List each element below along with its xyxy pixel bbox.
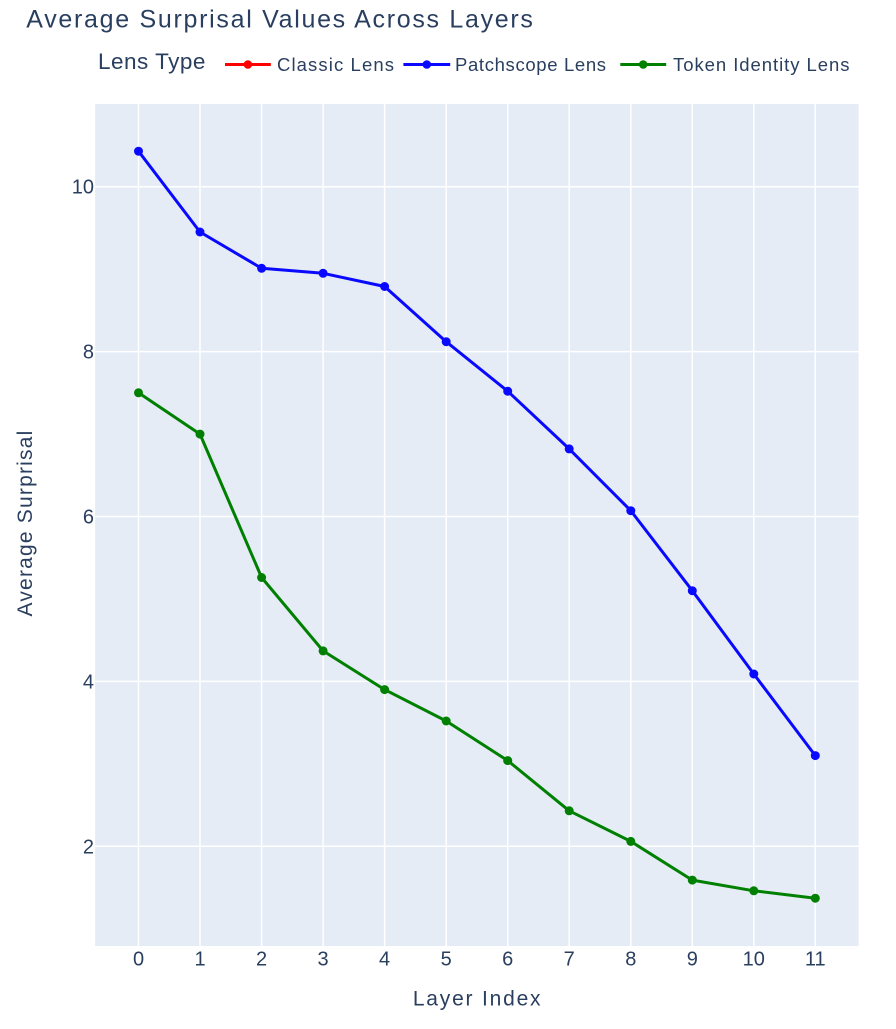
svg-text:6: 6 [502, 949, 513, 971]
svg-text:11: 11 [805, 949, 826, 971]
svg-text:10: 10 [743, 949, 765, 971]
svg-text:2: 2 [83, 836, 94, 858]
svg-text:3: 3 [318, 949, 329, 971]
svg-text:10: 10 [72, 177, 94, 199]
svg-text:Average Surprisal Values Acros: Average Surprisal Values Across Layers [26, 6, 534, 34]
svg-text:Patchscope Lens: Patchscope Lens [455, 54, 607, 75]
svg-text:Classic Lens: Classic Lens [277, 54, 395, 75]
svg-text:Lens Type: Lens Type [98, 49, 206, 74]
svg-text:8: 8 [625, 949, 636, 971]
svg-text:7: 7 [564, 949, 575, 971]
svg-text:9: 9 [687, 949, 698, 971]
svg-text:1: 1 [194, 949, 205, 971]
svg-text:2: 2 [256, 949, 267, 971]
svg-text:4: 4 [83, 671, 94, 693]
svg-text:8: 8 [83, 342, 94, 364]
svg-text:0: 0 [133, 949, 144, 971]
svg-text:Token Identity Lens: Token Identity Lens [673, 54, 850, 75]
svg-text:4: 4 [379, 949, 390, 971]
svg-text:Average Surprisal: Average Surprisal [14, 430, 37, 617]
svg-text:6: 6 [83, 507, 94, 529]
svg-text:Layer Index: Layer Index [413, 988, 543, 1011]
svg-text:5: 5 [441, 949, 452, 971]
